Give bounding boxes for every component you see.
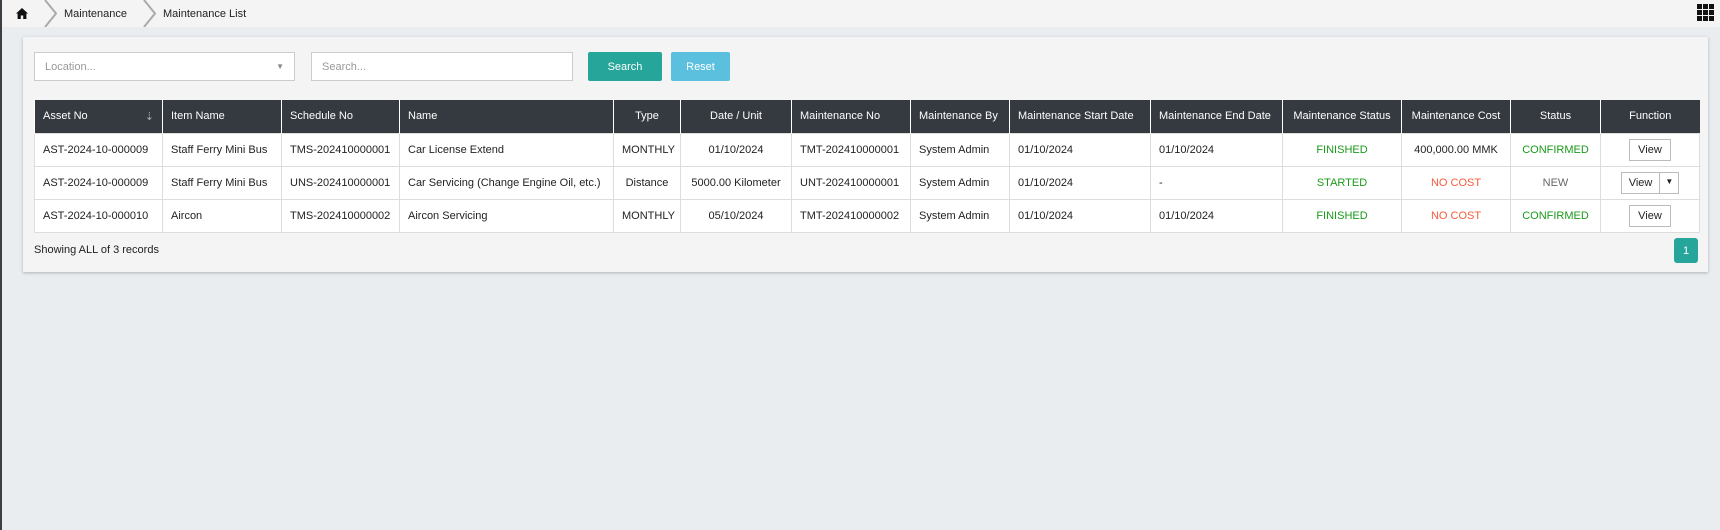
breadcrumb-maintenance-list: Maintenance List bbox=[163, 7, 247, 20]
search-input[interactable]: Search... bbox=[311, 52, 573, 81]
cell-maintenance-cost: 400,000.00 MMK bbox=[1401, 132, 1511, 167]
cell-function[interactable]: View bbox=[1600, 132, 1700, 167]
view-button[interactable]: View bbox=[1629, 138, 1671, 161]
cell-maintenance-cost: NO COST bbox=[1401, 165, 1511, 200]
cell-item-name: Aircon bbox=[162, 198, 282, 233]
cell-maintenance-no: TMT-202410000001 bbox=[791, 132, 911, 167]
chevron-right-icon bbox=[141, 0, 159, 27]
col-maintenance-by[interactable]: Maintenance By bbox=[910, 100, 1010, 133]
cell-maintenance-status: FINISHED bbox=[1282, 198, 1402, 233]
cell-start-date: 01/10/2024 bbox=[1009, 132, 1151, 167]
cell-maintenance-no: TMT-202410000002 bbox=[791, 198, 911, 233]
view-label[interactable]: View bbox=[1628, 176, 1653, 189]
cell-schedule-no: TMS-202410000002 bbox=[281, 198, 400, 233]
cell-status: CONFIRMED bbox=[1510, 198, 1601, 233]
caret-down-icon[interactable]: ▼ bbox=[1659, 172, 1678, 193]
table-row: AST-2024-10-000009 Staff Ferry Mini Bus TM… bbox=[34, 132, 1700, 167]
cell-type: Distance bbox=[613, 165, 681, 200]
view-button[interactable]: View bbox=[1629, 204, 1671, 227]
cell-maintenance-no: UNT-202410000001 bbox=[791, 165, 911, 200]
col-schedule-no[interactable]: Schedule No bbox=[281, 100, 400, 133]
cell-schedule-no: TMS-202410000001 bbox=[281, 132, 400, 167]
cell-end-date: - bbox=[1150, 165, 1283, 200]
col-start-date[interactable]: Maintenance Start Date bbox=[1009, 100, 1151, 133]
col-end-date[interactable]: Maintenance End Date bbox=[1150, 100, 1283, 133]
location-placeholder: Location... bbox=[45, 60, 96, 73]
cell-item-name: Staff Ferry Mini Bus bbox=[162, 165, 282, 200]
table-row: AST-2024-10-000009 Staff Ferry Mini Bus UN… bbox=[34, 165, 1700, 200]
cell-start-date: 01/10/2024 bbox=[1009, 198, 1151, 233]
records-count: Showing ALL of 3 records bbox=[34, 244, 159, 256]
col-item-name[interactable]: Item Name bbox=[162, 100, 282, 133]
cell-name: Car License Extend bbox=[399, 132, 614, 167]
maintenance-panel: Location... ▼ Search... Search Reset Asse… bbox=[23, 37, 1708, 272]
cell-status: NEW bbox=[1510, 165, 1601, 200]
cell-maintenance-by: System Admin bbox=[910, 132, 1010, 167]
view-button[interactable]: View ▼ bbox=[1620, 171, 1680, 194]
col-status[interactable]: Status bbox=[1510, 100, 1601, 133]
col-date-unit[interactable]: Date / Unit bbox=[680, 100, 792, 133]
apps-grid-icon[interactable] bbox=[1697, 4, 1714, 21]
col-type[interactable]: Type bbox=[613, 100, 681, 133]
col-asset-no[interactable]: Asset No ⇣ bbox=[34, 100, 163, 133]
cell-date-unit: 01/10/2024 bbox=[680, 132, 792, 167]
col-name[interactable]: Name bbox=[399, 100, 614, 133]
search-placeholder: Search... bbox=[322, 60, 367, 73]
chevron-right-icon bbox=[42, 0, 60, 27]
cell-asset-no: AST-2024-10-000009 bbox=[34, 165, 163, 200]
location-select[interactable]: Location... ▼ bbox=[34, 52, 295, 81]
cell-date-unit: 05/10/2024 bbox=[680, 198, 792, 233]
col-maintenance-status[interactable]: Maintenance Status bbox=[1282, 100, 1402, 133]
breadcrumb: Maintenance Maintenance List bbox=[2, 0, 1720, 27]
cell-maintenance-cost: NO COST bbox=[1401, 198, 1511, 233]
cell-function[interactable]: View ▼ bbox=[1600, 165, 1700, 200]
breadcrumb-maintenance[interactable]: Maintenance bbox=[64, 7, 127, 20]
cell-asset-no: AST-2024-10-000009 bbox=[34, 132, 163, 167]
cell-date-unit: 5000.00 Kilometer bbox=[680, 165, 792, 200]
cell-name: Aircon Servicing bbox=[399, 198, 614, 233]
cell-name: Car Servicing (Change Engine Oil, etc.) bbox=[399, 165, 614, 200]
cell-asset-no: AST-2024-10-000010 bbox=[34, 198, 163, 233]
sort-icon[interactable]: ⇣ bbox=[144, 110, 154, 123]
cell-end-date: 01/10/2024 bbox=[1150, 198, 1283, 233]
page-1-button[interactable]: 1 bbox=[1674, 238, 1698, 263]
caret-down-icon: ▼ bbox=[276, 62, 284, 71]
reset-button[interactable]: Reset bbox=[671, 52, 730, 81]
home-icon[interactable] bbox=[2, 8, 42, 19]
search-button[interactable]: Search bbox=[588, 52, 662, 81]
table-row: AST-2024-10-000010 Aircon TMS-202410000002… bbox=[34, 198, 1700, 233]
col-maintenance-no[interactable]: Maintenance No bbox=[791, 100, 911, 133]
cell-type: MONTHLY bbox=[613, 132, 681, 167]
cell-maintenance-status: STARTED bbox=[1282, 165, 1402, 200]
cell-status: CONFIRMED bbox=[1510, 132, 1601, 167]
cell-schedule-no: UNS-202410000001 bbox=[281, 165, 400, 200]
cell-maintenance-by: System Admin bbox=[910, 165, 1010, 200]
cell-maintenance-by: System Admin bbox=[910, 198, 1010, 233]
cell-maintenance-status: FINISHED bbox=[1282, 132, 1402, 167]
cell-start-date: 01/10/2024 bbox=[1009, 165, 1151, 200]
col-maintenance-cost[interactable]: Maintenance Cost bbox=[1401, 100, 1511, 133]
cell-function[interactable]: View bbox=[1600, 198, 1700, 233]
maintenance-table: Asset No ⇣ Item Name Schedule No Name Typ… bbox=[34, 100, 1700, 233]
cell-type: MONTHLY bbox=[613, 198, 681, 233]
cell-end-date: 01/10/2024 bbox=[1150, 132, 1283, 167]
cell-item-name: Staff Ferry Mini Bus bbox=[162, 132, 282, 167]
col-function: Function bbox=[1600, 100, 1700, 133]
table-header-row: Asset No ⇣ Item Name Schedule No Name Typ… bbox=[34, 100, 1700, 133]
